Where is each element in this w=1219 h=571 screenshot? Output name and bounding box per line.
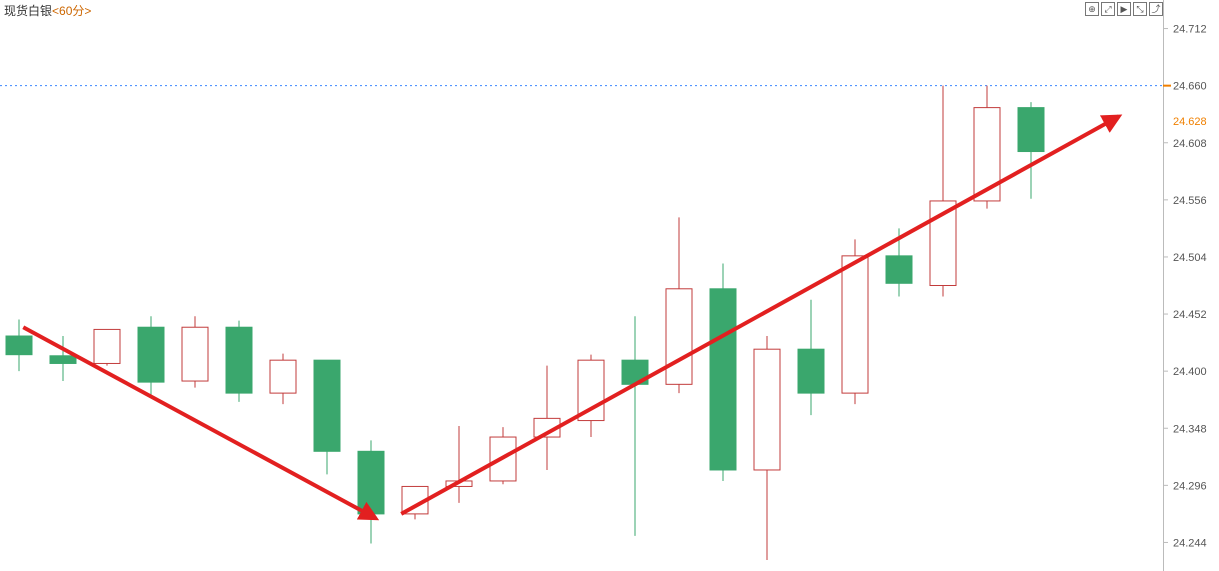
y-tick-label: 24.348 [1173,423,1207,435]
candle-body [666,289,692,385]
chart-container: 现货白银<60分> ⊕ ⤢ ▶ ⤡ ⤴ 24.71224.66024.60824… [0,0,1219,571]
y-tick-label: 24.400 [1173,366,1207,378]
y-tick-label: 24.556 [1173,195,1207,207]
candle-body [6,336,32,355]
candle-body [710,289,736,470]
candle-body [754,349,780,470]
candle-body [886,256,912,283]
candle-body [842,256,868,393]
candle-body [974,108,1000,201]
candle-body [358,451,384,514]
y-tick-label: 24.504 [1173,252,1207,264]
candle-body [138,327,164,382]
candle-body [226,327,252,393]
y-tick-label: 24.660 [1173,81,1207,93]
y-tick-label: 24.296 [1173,480,1207,492]
candle-body [314,360,340,451]
candlestick-chart: 24.712 24.660 24.608 24.556 24.504 24.452 24.4… [0,0,1219,571]
y-tick-label: 24.244 [1173,537,1207,549]
y-tick-label: 24.608 [1173,138,1207,150]
candle-body [182,327,208,381]
candle-body [798,349,824,393]
candle-body [270,360,296,393]
candle-body [50,356,76,364]
y-tick-label: 24.712 [1173,24,1207,36]
current-price-label: 24.628 [1173,116,1207,128]
candle-body [94,329,120,363]
candle-body [1018,108,1044,152]
candle-body [578,360,604,420]
y-tick-label: 24.452 [1173,309,1207,321]
